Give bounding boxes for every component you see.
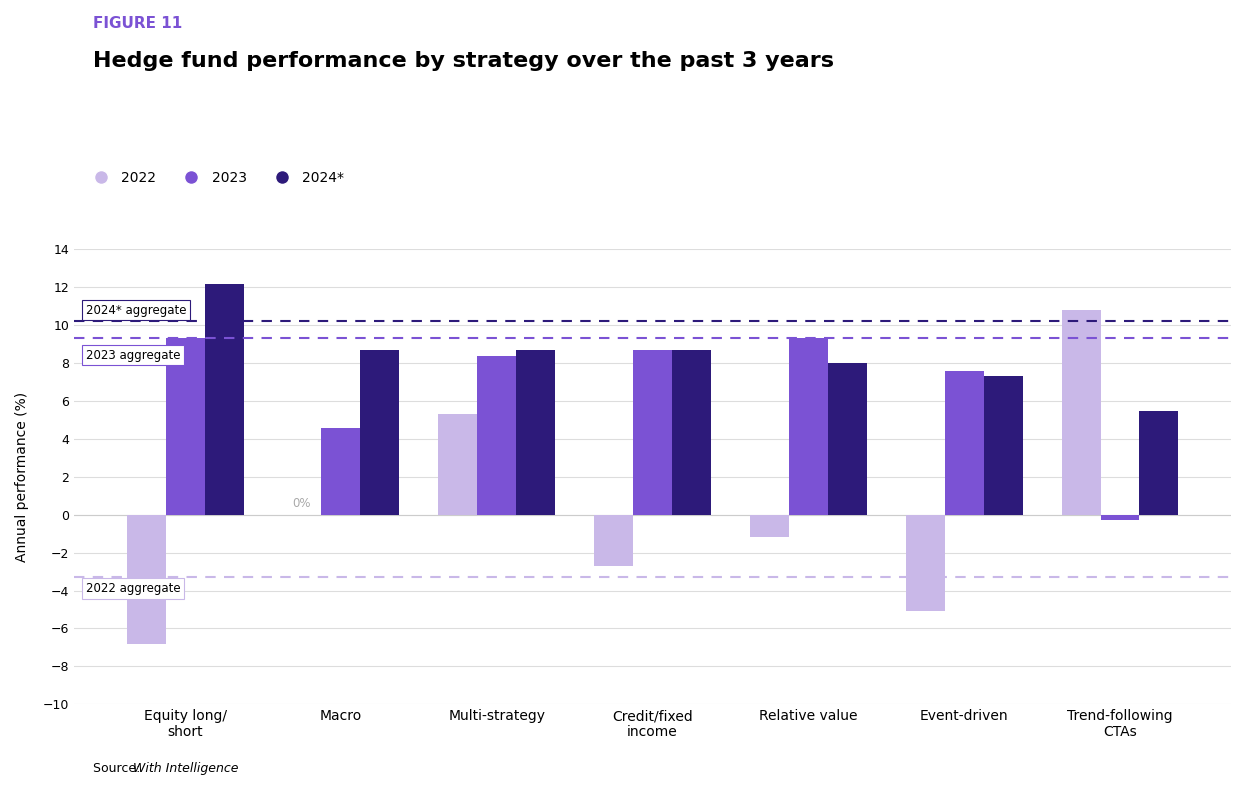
Bar — [477, 356, 516, 515]
Y-axis label: Annual performance (%): Annual performance (%) — [15, 391, 29, 562]
Bar — [672, 350, 711, 515]
Legend: 2022, 2023, 2024*: 2022, 2023, 2024* — [81, 165, 350, 191]
Bar — [1139, 410, 1179, 515]
Text: Hedge fund performance by strategy over the past 3 years: Hedge fund performance by strategy over … — [93, 52, 835, 71]
Bar — [633, 350, 672, 515]
Text: 2023 aggregate: 2023 aggregate — [86, 349, 181, 362]
Text: 2022 aggregate: 2022 aggregate — [86, 582, 181, 595]
Bar — [360, 350, 400, 515]
Bar — [1062, 310, 1100, 515]
Bar — [983, 376, 1023, 515]
Text: FIGURE 11: FIGURE 11 — [93, 16, 183, 31]
Bar — [321, 427, 360, 515]
Bar — [906, 515, 944, 611]
Bar — [166, 338, 204, 515]
Bar — [594, 515, 633, 566]
Bar — [944, 371, 983, 515]
Text: 0%: 0% — [293, 497, 312, 510]
Bar — [827, 363, 867, 515]
Text: 2024* aggregate: 2024* aggregate — [86, 304, 186, 317]
Bar — [1100, 515, 1139, 520]
Bar — [127, 515, 166, 644]
Bar — [204, 283, 243, 515]
Bar — [516, 350, 556, 515]
Bar — [789, 338, 827, 515]
Bar — [439, 414, 477, 515]
Text: With Intelligence: With Intelligence — [133, 761, 239, 775]
Text: Source:: Source: — [93, 761, 145, 775]
Bar — [750, 515, 789, 538]
